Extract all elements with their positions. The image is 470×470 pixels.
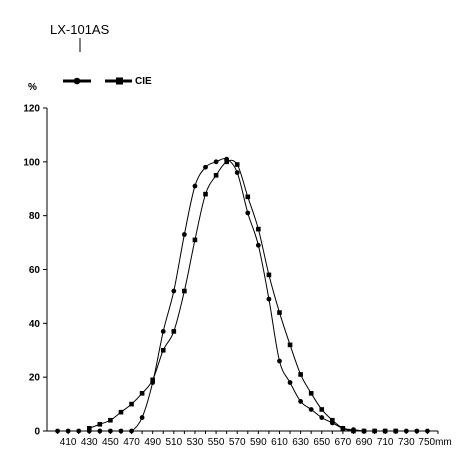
x-tick-label: 510 [165, 437, 182, 448]
data-point-circle [298, 398, 304, 404]
x-tick-label: 750mm [418, 437, 451, 448]
data-point-circle [203, 164, 208, 170]
y-tick-label: 60 [29, 265, 41, 276]
data-point-circle [287, 380, 293, 385]
data-point-circle [160, 329, 166, 334]
data-point-square [340, 426, 346, 431]
legend-marker-square [116, 77, 123, 85]
data-point-square [298, 372, 303, 377]
x-tick-label: 730 [398, 437, 415, 448]
x-tick-label: 690 [356, 437, 373, 448]
data-point-square [160, 347, 166, 353]
legend-marker-circle [73, 77, 81, 85]
x-tick-label: 470 [123, 437, 140, 448]
data-point-circle [171, 288, 177, 294]
data-point-square [224, 159, 229, 165]
data-point-square [150, 377, 155, 383]
data-point-circle [308, 407, 314, 412]
data-point-square [86, 426, 92, 431]
chart-annotation: LX-101AS [50, 22, 110, 37]
y-tick-label: 0 [34, 427, 40, 438]
series-2 [86, 159, 399, 434]
data-point-square [97, 421, 103, 427]
data-point-circle [277, 358, 282, 364]
x-tick-label: 610 [271, 437, 288, 448]
series-1 [55, 156, 430, 434]
data-point-circle [97, 428, 103, 434]
data-point-square [245, 194, 251, 200]
y-ticks: 0 20 40 60 80 100 120 [23, 104, 47, 438]
data-point-square [287, 342, 293, 348]
data-point-circle [129, 428, 134, 434]
x-tick-label: 650 [313, 437, 330, 448]
x-tick-label: 670 [335, 437, 352, 448]
data-point-circle [245, 210, 251, 216]
data-point-circle [181, 232, 187, 237]
data-point-square [319, 407, 325, 412]
data-point-circle [425, 428, 430, 434]
y-tick-label: 40 [29, 319, 41, 330]
series-layer [55, 156, 430, 434]
x-tick-label: 550 [208, 437, 225, 448]
data-point-square [182, 288, 187, 294]
x-tick-label: 570 [229, 437, 246, 448]
data-point-square [330, 417, 335, 423]
data-point-square [171, 329, 177, 334]
data-point-square [203, 191, 208, 197]
x-tick-label: 630 [292, 437, 309, 448]
x-tick-label: 410 [60, 437, 77, 448]
y-tick-label: 80 [29, 211, 41, 222]
data-point-square [266, 272, 272, 278]
data-point-square [361, 428, 367, 434]
data-point-square [139, 391, 145, 396]
data-point-circle [414, 428, 420, 434]
data-point-circle [403, 428, 409, 434]
data-point-square [382, 428, 388, 434]
data-point-square [393, 428, 399, 434]
y-axis-label: % [28, 82, 37, 93]
data-point-square [118, 409, 124, 415]
data-point-square [351, 428, 356, 434]
x-tick-label: 710 [377, 437, 394, 448]
data-point-circle [319, 415, 325, 420]
y-tick-label: 120 [23, 104, 40, 115]
data-point-circle [255, 242, 261, 248]
x-tick-label: 530 [187, 437, 204, 448]
legend-label-cie: CIE [135, 76, 152, 87]
data-point-circle [139, 415, 145, 420]
data-point-square [308, 391, 314, 396]
x-tick-label: 590 [250, 437, 267, 448]
legend: CIE [63, 76, 152, 87]
y-tick-label: 100 [23, 157, 40, 168]
data-point-square [213, 172, 219, 178]
x-tick-label: 430 [81, 437, 98, 448]
data-point-square [256, 226, 261, 232]
x-tick-label: 490 [144, 437, 161, 448]
series-line [89, 159, 396, 432]
data-point-square [129, 401, 134, 407]
data-point-circle [55, 428, 60, 434]
data-point-square [372, 428, 377, 434]
data-point-circle [234, 170, 240, 176]
y-tick-label: 20 [29, 373, 41, 384]
data-point-square [192, 237, 198, 243]
data-point-square [234, 162, 240, 167]
x-tick-label: 450 [102, 437, 119, 448]
x-ticks: 410 430 450 470 490 510 530 550 570 590 610 630 650 6… [57, 431, 452, 448]
data-point-circle [108, 428, 113, 434]
data-point-circle [65, 428, 71, 434]
data-point-circle [118, 428, 124, 434]
data-point-square [108, 417, 113, 423]
data-point-circle [76, 428, 82, 434]
series-line [57, 158, 428, 432]
data-point-square [277, 310, 282, 315]
data-point-circle [213, 159, 219, 165]
axes [46, 108, 438, 432]
data-point-circle [266, 296, 272, 302]
data-point-circle [192, 183, 198, 189]
